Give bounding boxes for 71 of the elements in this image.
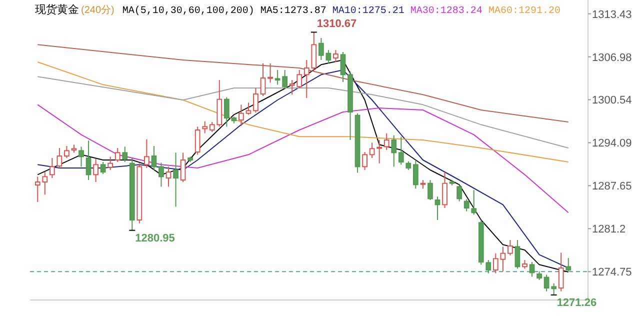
candlestick <box>56 148 62 168</box>
candlestick <box>508 240 513 256</box>
candlestick <box>398 136 404 166</box>
candlestick <box>194 126 200 156</box>
chart-title: 现货黄金 <box>35 3 79 16</box>
candlestick <box>340 52 346 82</box>
candlestick <box>566 258 572 272</box>
legend-title: MA(5,10,30,60,100,200) <box>122 5 254 17</box>
line-series <box>37 44 569 122</box>
y-tick-label: 1300.54 <box>592 94 632 107</box>
candlestick <box>260 62 266 96</box>
candlestick <box>529 262 535 278</box>
candlestick <box>391 134 397 168</box>
candlestick <box>93 158 98 182</box>
annotation: 1280.95 <box>135 232 175 244</box>
y-tick-label: 1281.2 <box>592 224 626 236</box>
y-tick-label: 1306.98 <box>592 52 632 64</box>
candlestick <box>558 252 564 292</box>
candlestick <box>551 282 557 296</box>
candlestick <box>434 196 440 220</box>
candlestick <box>253 88 258 114</box>
candlestick <box>238 104 244 126</box>
text: (240分) <box>81 4 114 16</box>
candlestick <box>100 162 106 174</box>
candlestick <box>384 132 390 150</box>
candlestick <box>224 96 230 128</box>
annotation: 1310.67 <box>316 18 357 30</box>
candlestick <box>166 166 172 188</box>
candlestick <box>151 146 157 170</box>
candlestick <box>64 146 70 158</box>
candlestick <box>514 240 520 270</box>
candlestick <box>49 158 55 178</box>
candlestick <box>246 102 252 116</box>
candlestick <box>202 120 208 134</box>
candlestick <box>114 148 120 162</box>
text: MA5:1273.87 <box>260 6 326 17</box>
candlestick <box>282 70 288 90</box>
y-tick-label: 1313.43 <box>592 8 632 21</box>
candlestick <box>333 50 338 62</box>
candlestick <box>456 184 462 202</box>
line-series <box>37 76 569 148</box>
candlestick <box>376 140 382 164</box>
candlestick <box>369 142 375 158</box>
annotation: 1271.26 <box>556 296 597 309</box>
candlestick <box>544 274 550 292</box>
candlestick <box>86 140 92 180</box>
y-tick-label: 1274.75 <box>592 266 632 279</box>
candlestick <box>158 162 164 188</box>
line-series <box>37 104 569 214</box>
candlestick <box>268 62 273 84</box>
candlestick <box>180 152 186 182</box>
line-series <box>37 62 569 162</box>
candlestick <box>173 152 178 208</box>
y-tick-label: 1287.65 <box>592 180 632 193</box>
candlestick <box>122 146 128 162</box>
text: MA60:1291.20 <box>488 6 560 17</box>
candlestick <box>413 160 418 190</box>
candlestick <box>428 180 433 200</box>
text: MA30:1283.24 <box>410 6 482 17</box>
candlestick <box>492 252 498 274</box>
candlestick <box>326 50 332 64</box>
candlestick <box>144 138 150 168</box>
candlestick <box>318 38 324 60</box>
candlestick <box>108 156 114 170</box>
text: MA10:1275.21 <box>332 6 404 17</box>
candlestick <box>78 146 84 168</box>
candlestick <box>442 172 448 208</box>
candlestick <box>500 246 506 272</box>
candlestick <box>274 70 280 86</box>
y-tick-label: 1294.09 <box>592 138 632 150</box>
candlestick <box>362 152 368 170</box>
